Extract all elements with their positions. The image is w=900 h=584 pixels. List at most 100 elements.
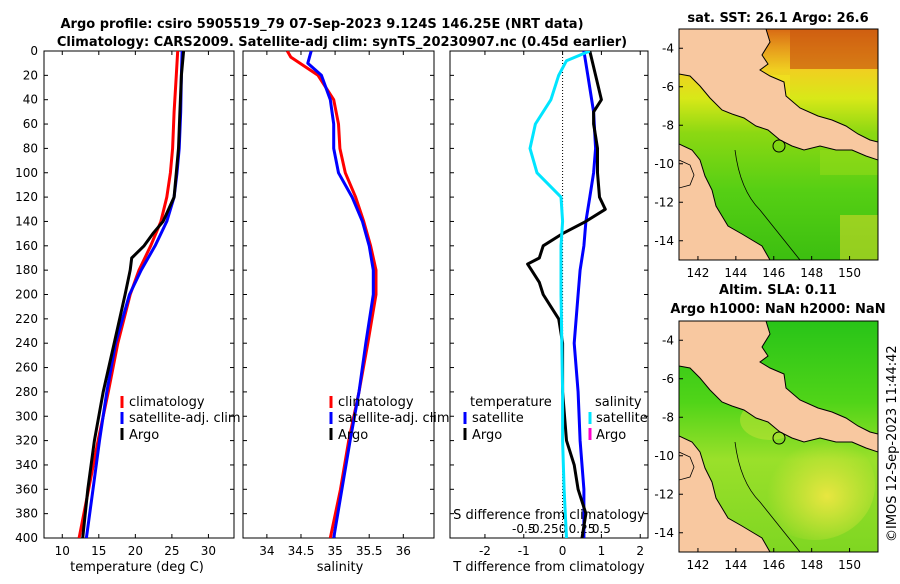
- salinity-legend-climatology: climatology: [338, 395, 414, 410]
- map-y-tick-label: -8: [662, 118, 674, 132]
- x-tick-label: 35: [327, 544, 342, 558]
- map-y-tick-label: -14: [654, 526, 674, 540]
- imos-timestamp: ©IMOS 12-Sep-2023 11:44:42: [885, 345, 900, 542]
- figure-title-line2: Climatology: CARS2009. Satellite-adj cli…: [57, 35, 627, 50]
- legend-temperature-satellite: satellite: [472, 411, 524, 426]
- map-y-tick-label: -10: [654, 449, 674, 463]
- depth-tick-label: 200: [15, 288, 38, 302]
- legend-temperature-argo: Argo: [472, 428, 502, 443]
- sla-map-title-line1: Altim. SLA: 0.11: [719, 283, 837, 298]
- map-x-tick-label: 146: [762, 266, 785, 280]
- depth-tick-label: 20: [23, 68, 38, 82]
- sst-map-panel: sat. SST: 26.1 Argo: 26.6 142 144 146 148 15…: [654, 11, 879, 280]
- depth-tick-label: 0: [30, 44, 38, 58]
- x-tick-label: 25: [164, 544, 179, 558]
- legend-temperature-title: temperature: [470, 395, 552, 410]
- map-y-tick-label: -10: [654, 157, 674, 171]
- salinity-lines: [285, 51, 378, 538]
- map-x-tick-label: 148: [800, 558, 823, 572]
- depth-tick-label: 180: [15, 263, 38, 277]
- x-tick-label: 35.5: [356, 544, 383, 558]
- x-tick-label: 34.5: [288, 544, 315, 558]
- salinity-depth-ticks: [243, 50, 434, 539]
- sla-map-image: [679, 321, 878, 552]
- series-line-temperature-argo: [526, 51, 607, 538]
- map-y-tick-label: -6: [662, 372, 674, 386]
- t-difference-xlabel: T difference from climatology: [452, 560, 645, 575]
- sla-map-title-line2: Argo h1000: NaN h2000: NaN: [670, 302, 885, 317]
- series-line-salinity-satellite: [528, 51, 591, 538]
- temperature-lines: [77, 51, 186, 538]
- depth-tick-label: 280: [15, 385, 38, 399]
- x-tick-label: 34: [259, 544, 274, 558]
- s-diff-tick-label: -0.5: [512, 522, 535, 536]
- difference-depth-ticks: [450, 50, 648, 539]
- sla-map-latitude-ticks: -4 -6 -8 -10 -12 -14: [654, 333, 683, 540]
- sla-map-longitude-ticks: 142 144 146 148 150: [686, 548, 861, 572]
- x-tick-label: 36: [396, 544, 411, 558]
- figure-title-line1: Argo profile: csiro 5905519_79 07-Sep-20…: [60, 17, 583, 32]
- depth-axis-ticks: 0 20 40 60 80 100 120 140 160 180 200 220 240 260 280 3…: [15, 44, 234, 545]
- x-tick-label: 15: [91, 544, 106, 558]
- legend-salinity-title: salinity: [595, 395, 642, 410]
- salinity-legend: climatology satellite-adj. clim Argo: [329, 395, 450, 443]
- temperature-panel: 0 20 40 60 80 100 120 140 160 180 200 220 240 260 280 3…: [15, 44, 241, 575]
- x-tick-label: 1: [598, 544, 606, 558]
- salinity-legend-argo: Argo: [338, 428, 368, 443]
- temperature-xlabel: temperature (deg C): [70, 560, 204, 575]
- legend-salinity-satellite: satellite: [596, 411, 648, 426]
- depth-tick-label: 300: [15, 409, 38, 423]
- s-diff-tick-label: 0.5: [592, 522, 611, 536]
- legend-salinity-argo: Argo: [596, 428, 626, 443]
- series-line-satellite-adj-clim: [306, 51, 375, 538]
- s-diff-tick-label: -0.25: [528, 522, 559, 536]
- depth-tick-label: 220: [15, 312, 38, 326]
- x-tick-label: 10: [55, 544, 70, 558]
- depth-tick-label: 380: [15, 507, 38, 521]
- difference-lines: [526, 51, 607, 538]
- map-y-tick-label: -4: [662, 333, 674, 347]
- temperature-axis-ticks: 10 15 20 25 30: [55, 51, 216, 558]
- x-tick-label: 20: [128, 544, 143, 558]
- map-y-tick-label: -6: [662, 80, 674, 94]
- salinity-panel: 34 34.5 35 35.5 36 salinity climatology sate…: [242, 50, 450, 575]
- map-x-tick-label: 144: [724, 266, 747, 280]
- temperature-legend-climatology: climatology: [129, 395, 205, 410]
- sst-map-image: [679, 29, 878, 260]
- difference-legend: temperature satellite Argo salinity sate…: [463, 395, 648, 443]
- depth-tick-label: 360: [15, 482, 38, 496]
- series-line-argo: [81, 51, 186, 538]
- sla-map-panel: Altim. SLA: 0.11 Argo h1000: NaN h2000: …: [654, 283, 885, 572]
- x-tick-label: -2: [479, 544, 491, 558]
- depth-tick-label: 100: [15, 166, 38, 180]
- sst-map-longitude-ticks: 142 144 146 148 150: [686, 256, 861, 280]
- x-tick-label: 0: [559, 544, 567, 558]
- sla-map-frame: [678, 320, 879, 553]
- salinity-xlabel: salinity: [317, 560, 364, 575]
- sst-map-title: sat. SST: 26.1 Argo: 26.6: [687, 11, 868, 26]
- depth-tick-label: 260: [15, 361, 38, 375]
- x-tick-label: -1: [518, 544, 530, 558]
- x-tick-label: 30: [201, 544, 216, 558]
- depth-tick-label: 120: [15, 190, 38, 204]
- depth-tick-label: 60: [23, 117, 38, 131]
- depth-tick-label: 140: [15, 214, 38, 228]
- map-x-tick-label: 142: [686, 266, 709, 280]
- depth-tick-label: 240: [15, 336, 38, 350]
- map-x-tick-label: 144: [724, 558, 747, 572]
- salinity-axis-ticks: 34 34.5 35 35.5 36: [259, 51, 411, 558]
- temperature-legend-satellite: satellite-adj. clim: [129, 411, 241, 426]
- temperature-legend-argo: Argo: [129, 428, 159, 443]
- map-x-tick-label: 148: [800, 266, 823, 280]
- map-x-tick-label: 142: [686, 558, 709, 572]
- map-y-tick-label: -4: [662, 41, 674, 55]
- map-y-tick-label: -8: [662, 410, 674, 424]
- depth-tick-label: 40: [23, 93, 38, 107]
- depth-tick-label: 80: [23, 141, 38, 155]
- s-difference-label: S difference from climatology: [453, 508, 645, 523]
- difference-axes-frame: [449, 50, 649, 539]
- map-y-tick-label: -14: [654, 234, 674, 248]
